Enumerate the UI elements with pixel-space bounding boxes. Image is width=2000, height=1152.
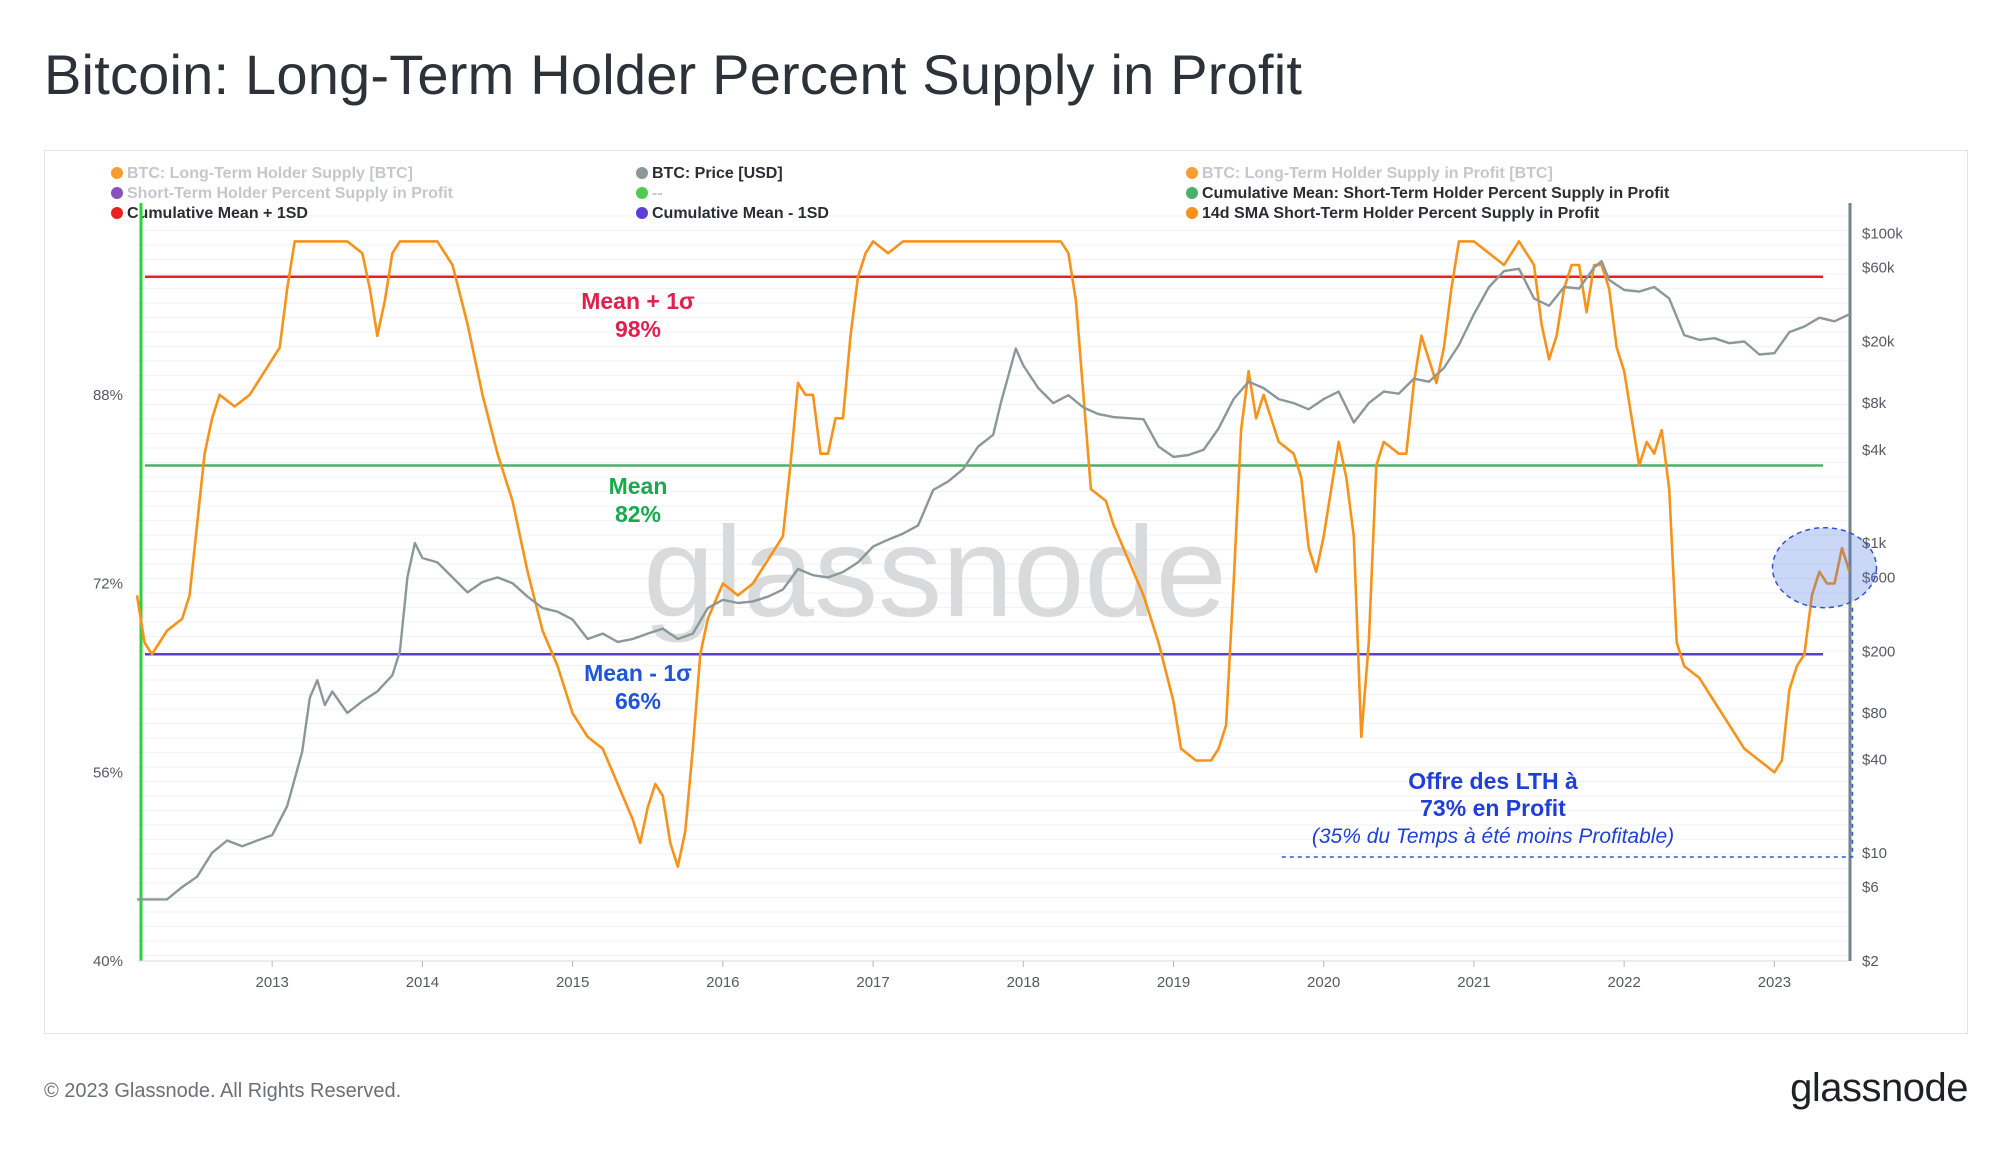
footer-copyright: © 2023 Glassnode. All Rights Reserved. <box>44 1080 402 1102</box>
legend-marker <box>111 167 123 179</box>
x-tick-label: 2018 <box>1007 974 1040 991</box>
y-right-tick-label: $1k <box>1862 535 1887 552</box>
x-tick-label: 2021 <box>1457 974 1490 991</box>
y-left-tick-label: 88% <box>93 387 123 404</box>
legend-label: Short-Term Holder Percent Supply in Prof… <box>127 185 454 202</box>
x-tick-label: 2015 <box>556 974 589 991</box>
legend-label: BTC: Price [USD] <box>652 165 783 182</box>
mean-value: 82% <box>615 501 661 527</box>
chart-annotations: Mean + 1σ 98% Mean 82% Mean - 1σ 66% Off… <box>581 288 1878 858</box>
x-tick-label: 2013 <box>256 974 289 991</box>
y-right-tick-label: $200 <box>1862 643 1895 660</box>
offer-line3: (35% du Temps à été moins Profitable) <box>1312 825 1674 848</box>
legend-label: -- <box>652 185 663 202</box>
reference-lines <box>145 275 1823 656</box>
sth-percent-profit-line <box>135 240 1851 868</box>
legend-marker <box>1186 187 1198 199</box>
legend-label: Cumulative Mean + 1SD <box>127 205 308 222</box>
y-right-tick-label: $10 <box>1862 845 1887 862</box>
legend-marker <box>111 187 123 199</box>
annotation-connector <box>1279 607 1854 858</box>
y-right-tick-label: $6 <box>1862 879 1879 896</box>
legend-label: Cumulative Mean: Short-Term Holder Perce… <box>1202 185 1670 202</box>
y-right-tick-label: $4k <box>1862 442 1887 459</box>
legend-marker <box>636 187 648 199</box>
chart-svg: glassnode BTC: Long-Term Holder Supply [… <box>93 165 1903 991</box>
x-tick-label: 2014 <box>406 974 439 991</box>
price-line <box>137 260 1851 901</box>
legend-marker <box>1186 167 1198 179</box>
y-right-tick-label: $40 <box>1862 752 1887 769</box>
y-right-tick-label: $80 <box>1862 705 1887 722</box>
x-tick-label: 2023 <box>1758 974 1791 991</box>
x-tick-label: 2019 <box>1157 974 1190 991</box>
mean-minus-value: 66% <box>615 688 661 714</box>
legend-label: Cumulative Mean - 1SD <box>652 205 829 222</box>
legend-label: BTC: Long-Term Holder Supply in Profit [… <box>1202 165 1553 182</box>
mean-minus-label: Mean - 1σ <box>584 660 692 686</box>
y-left-tick-label: 72% <box>93 576 123 593</box>
legend-marker <box>636 167 648 179</box>
legend-label: 14d SMA Short-Term Holder Percent Supply… <box>1202 205 1600 222</box>
mean-label: Mean <box>609 473 668 499</box>
page-title: Bitcoin: Long-Term Holder Percent Supply… <box>44 43 1303 106</box>
x-tick-label: 2016 <box>706 974 739 991</box>
x-tick-label: 2017 <box>856 974 889 991</box>
offer-line1: Offre des LTH à <box>1408 768 1578 794</box>
y-right-tick-label: $8k <box>1862 395 1887 412</box>
chart-grid <box>137 215 1848 956</box>
legend-marker <box>636 207 648 219</box>
mean-plus-value: 98% <box>615 316 661 342</box>
y-right-tick-label: $20k <box>1862 334 1895 351</box>
mean-plus-label: Mean + 1σ <box>581 288 695 314</box>
legend-label: BTC: Long-Term Holder Supply [BTC] <box>127 165 413 182</box>
y-right-tick-label: $2 <box>1862 953 1879 970</box>
legend-marker <box>111 207 123 219</box>
chart-frame: glassnode BTC: Long-Term Holder Supply [… <box>44 150 1968 1034</box>
legend-marker <box>1186 207 1198 219</box>
watermark: glassnode <box>643 501 1227 644</box>
x-tick-label: 2020 <box>1307 974 1340 991</box>
chart-axes: 2013 2014 2015 2016 2017 2018 2019 2020 2021 2022… <box>93 203 1903 991</box>
y-right-tick-label: $600 <box>1862 569 1895 586</box>
offer-line2: 73% en Profit <box>1420 795 1566 821</box>
y-right-tick-label: $60k <box>1862 260 1895 277</box>
x-tick-label: 2022 <box>1607 974 1640 991</box>
y-left-tick-label: 56% <box>93 764 123 781</box>
chart-legend: BTC: Long-Term Holder Supply [BTC] BTC: P… <box>111 165 1670 222</box>
y-right-tick-label: $100k <box>1862 225 1903 242</box>
y-left-tick-label: 40% <box>93 953 123 970</box>
highlight-ellipse <box>1771 526 1878 609</box>
footer-logo: glassnode <box>1790 1066 1968 1110</box>
chart-series <box>135 240 1851 901</box>
